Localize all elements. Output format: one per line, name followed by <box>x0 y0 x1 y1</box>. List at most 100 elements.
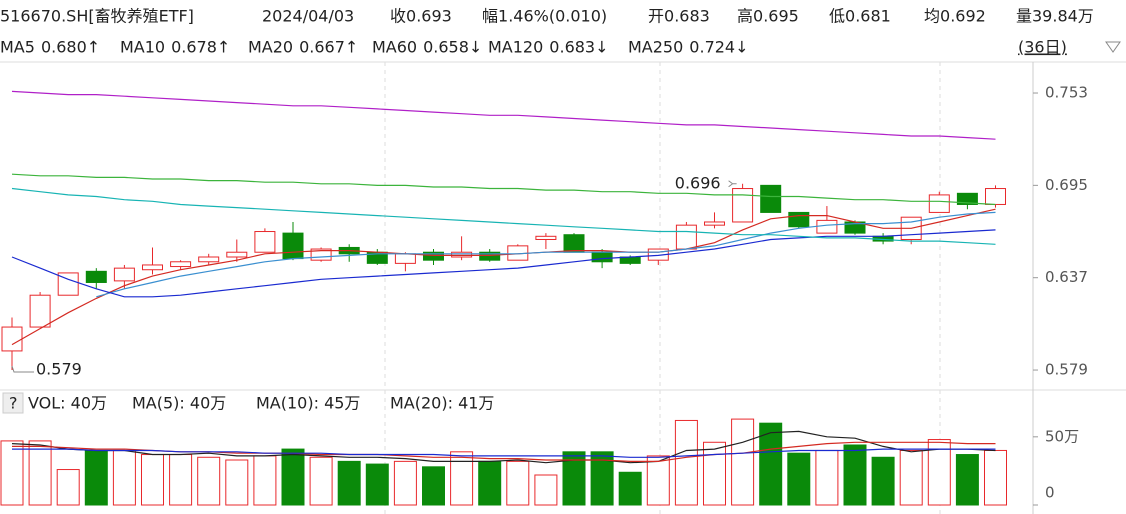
volume-bar <box>927 439 951 506</box>
volume-bar <box>899 449 923 506</box>
candle-body <box>57 272 79 296</box>
candle-body <box>1 326 23 352</box>
quote-value: 0.695 <box>753 7 799 26</box>
annotation: 0.579 <box>36 360 82 379</box>
volume-bar <box>253 455 277 506</box>
volume-bar <box>28 440 52 506</box>
volume-bar <box>759 422 783 506</box>
candle-body <box>956 192 978 205</box>
volume-bar <box>674 419 698 506</box>
legend-value: 0.678↑ <box>171 38 230 57</box>
legend-value: 0.658↓ <box>423 38 482 57</box>
quote-label: 量39.84万 <box>1016 7 1094 26</box>
annotation-arrow <box>11 365 34 373</box>
volume-bar <box>225 459 249 506</box>
ma-line <box>11 173 996 206</box>
volume-bar <box>450 451 474 506</box>
volume-bar <box>84 449 108 506</box>
volume-bar <box>731 418 755 506</box>
volume-bar <box>309 456 333 506</box>
volume-bar <box>281 448 305 506</box>
legend-label: MA5 <box>0 38 35 57</box>
y-tick-label: 50万 <box>1045 427 1079 445</box>
candle-body <box>591 251 613 263</box>
candle-body <box>732 188 754 223</box>
legend-value: 0.680↑ <box>41 38 100 57</box>
ma-line <box>11 430 996 464</box>
legend-label: MA120 <box>488 38 543 57</box>
help-icon[interactable] <box>2 392 24 414</box>
volume-bar <box>337 460 361 506</box>
candle-body <box>29 294 51 328</box>
legend-value: 0.724↓ <box>689 38 748 57</box>
volume-bar <box>169 454 193 506</box>
volume-bar <box>141 454 164 506</box>
volume-bar <box>984 449 1007 506</box>
candle-body <box>113 267 135 282</box>
quote-label: 均 <box>924 7 940 26</box>
legend-label: MA(5): 40万 <box>132 394 226 413</box>
volume-bar <box>112 449 136 506</box>
dropdown-icon[interactable] <box>1105 41 1121 53</box>
volume-bar <box>618 471 642 506</box>
y-tick-label: 0.695 <box>1045 176 1088 194</box>
candle-body <box>423 251 444 261</box>
candle-body <box>563 234 585 253</box>
quote-value: 0.692 <box>940 7 986 26</box>
volume-bar <box>365 463 389 506</box>
volume-bar <box>0 440 24 506</box>
volume-bar <box>955 454 979 506</box>
legend-value: 0.667↑ <box>299 38 358 57</box>
candle-body <box>675 224 697 250</box>
symbol: 516670.SH[畜牧养殖ETF] <box>0 7 194 26</box>
quote-label: 幅 <box>482 7 498 26</box>
y-tick-label: 0.637 <box>1045 268 1088 286</box>
volume-bar <box>393 460 417 506</box>
candle-body <box>704 221 725 226</box>
volume-title: VOL: 40万 <box>28 394 107 413</box>
help-icon-text: ? <box>9 394 18 413</box>
volume-bar <box>56 469 80 506</box>
ma-line <box>11 208 996 346</box>
legend-label: MA(10): 45万 <box>256 394 360 413</box>
candle-body <box>198 256 220 263</box>
volume-bar <box>478 460 502 506</box>
candle-body <box>985 188 1006 205</box>
candle-body <box>479 251 501 261</box>
candle-body <box>535 235 557 240</box>
quote-label: 开 <box>648 7 664 26</box>
legend-label: MA250 <box>628 38 683 57</box>
quote-value: 0.681 <box>845 7 891 26</box>
legend-label: MA60 <box>372 38 417 57</box>
ma-line <box>11 187 996 245</box>
legend-label: MA20 <box>248 38 293 57</box>
volume-bar <box>534 474 558 506</box>
volume-bar <box>590 451 614 506</box>
volume-bar <box>646 455 670 506</box>
volume-bar <box>562 451 586 506</box>
legend-label: MA(20): 41万 <box>390 394 494 413</box>
candle-body <box>451 251 473 258</box>
quote-value: 0.683 <box>664 7 710 26</box>
ma-line <box>12 448 996 458</box>
ma-line <box>11 90 996 140</box>
volume-bar <box>843 444 867 506</box>
quote-label: 高 <box>737 7 753 26</box>
quote-label: 收 <box>390 7 406 26</box>
quote-value: 1.46%(0.010) <box>498 7 607 26</box>
candle-body <box>310 248 332 261</box>
date: 2024/04/03 <box>262 7 354 26</box>
volume-bar <box>815 449 839 506</box>
candle-body <box>282 232 304 260</box>
y-tick-label: 0.579 <box>1045 361 1088 379</box>
volume-bar <box>197 456 221 506</box>
volume-bar <box>787 452 811 506</box>
quote-label: 低 <box>829 7 845 26</box>
period[interactable]: (36日) <box>1018 38 1067 57</box>
candle-body <box>85 270 107 283</box>
candle-body <box>226 251 248 258</box>
legend-value: 0.683↓ <box>549 38 608 57</box>
y-tick-label: 0 <box>1045 484 1055 502</box>
volume-bar <box>871 456 895 506</box>
